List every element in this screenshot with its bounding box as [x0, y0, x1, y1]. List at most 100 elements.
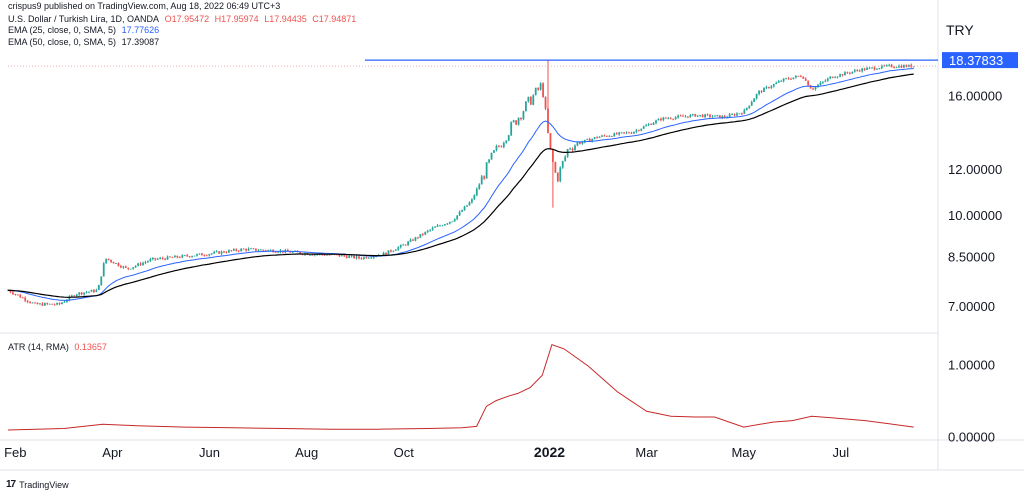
candle-body [355, 256, 358, 259]
candle-body [853, 70, 856, 72]
ema50-line [7, 73, 914, 298]
candle-body [446, 223, 449, 225]
candle-body [382, 252, 385, 256]
candle-body [822, 81, 824, 83]
candle-body [171, 257, 174, 258]
candle-body [723, 116, 726, 118]
atr-label: ATR (14, RMA) [8, 342, 69, 352]
candle-body [655, 120, 657, 124]
candle-body [500, 146, 503, 148]
candle-body [826, 78, 829, 81]
candle-body [220, 251, 223, 254]
time-tick-label: May [731, 445, 756, 460]
candle-body [606, 135, 608, 137]
candle-body [777, 81, 780, 83]
candle-body [829, 76, 832, 79]
candle-body [183, 255, 186, 257]
candle-body [313, 254, 316, 256]
candle-body [755, 93, 758, 99]
candle-body [208, 254, 211, 256]
candle-body [488, 159, 490, 163]
price-tick-label: 10.00000 [948, 208, 1002, 223]
candle-body [404, 244, 407, 246]
candle-body [571, 148, 574, 151]
candle-body [348, 256, 351, 258]
candle-body [608, 136, 611, 137]
candle-body [316, 254, 319, 256]
candle-body [785, 78, 787, 80]
candle-body [905, 65, 908, 67]
candle-body [326, 254, 328, 256]
candle-body [46, 303, 49, 305]
candle-body [289, 251, 292, 253]
candle-body [426, 230, 429, 232]
candle-body [841, 74, 844, 76]
candle-body [166, 256, 169, 260]
candle-body [750, 101, 753, 106]
candle-body [399, 244, 402, 248]
candle-body [814, 86, 817, 90]
candle-body [775, 82, 778, 85]
candle-body [660, 118, 662, 121]
candle-body [370, 257, 373, 259]
candle-body [58, 302, 61, 304]
atr-tick-label: 1.00000 [948, 358, 995, 373]
candle-body [495, 145, 498, 151]
candle-body [885, 65, 888, 66]
candle-body [596, 137, 598, 138]
candle-body [782, 78, 785, 82]
attribution-line: crispus9 published on TradingView.com, A… [8, 1, 281, 11]
candle-body [728, 114, 731, 118]
candle-body [397, 247, 400, 250]
candle-body [714, 115, 716, 117]
candle-body [66, 300, 68, 302]
candle-body [650, 124, 652, 125]
candle-body [201, 253, 203, 256]
candle-body [733, 114, 736, 116]
ema50-legend: EMA (50, close, 0, SMA, 5) 17.39087 [8, 37, 162, 48]
candle-body [120, 265, 122, 268]
candle-body [743, 109, 746, 114]
candle-body [574, 145, 576, 151]
candle-body [576, 142, 579, 146]
candle-body [311, 254, 314, 256]
candle-body [232, 249, 235, 251]
candle-body [223, 251, 225, 253]
candle-body [687, 116, 689, 118]
candle-body [645, 125, 648, 127]
candle-body [809, 85, 812, 89]
candle-body [493, 150, 495, 153]
candle-body [689, 114, 692, 118]
candle-body [505, 140, 508, 143]
candle-body [277, 252, 279, 253]
candle-body [507, 135, 510, 141]
candle-body [871, 67, 873, 69]
candle-body [873, 67, 876, 70]
candle-body [706, 114, 709, 116]
candle-body [328, 254, 331, 256]
candle-body [647, 124, 650, 126]
candle-body [164, 258, 166, 260]
candle-body [90, 290, 93, 292]
candle-body [262, 249, 265, 251]
candle-body [191, 256, 193, 258]
candle-body [861, 68, 864, 72]
candle-body [53, 304, 56, 306]
time-tick-label: Mar [635, 445, 658, 460]
candle-body [716, 115, 719, 117]
candle-body [581, 142, 584, 144]
candle-body [63, 301, 66, 303]
candle-body [839, 74, 841, 77]
candle-body [230, 250, 233, 252]
candle-body [186, 255, 189, 257]
candle-body [542, 83, 544, 98]
last-price-label: 18.37833 [949, 53, 1003, 68]
candle-body [188, 256, 191, 258]
candle-body [286, 250, 289, 252]
candle-body [672, 118, 675, 120]
candle-body [338, 254, 341, 257]
ema25-label: EMA (25, close, 0, SMA, 5) [8, 25, 117, 35]
candle-body [515, 120, 517, 125]
candle-body [291, 251, 294, 253]
